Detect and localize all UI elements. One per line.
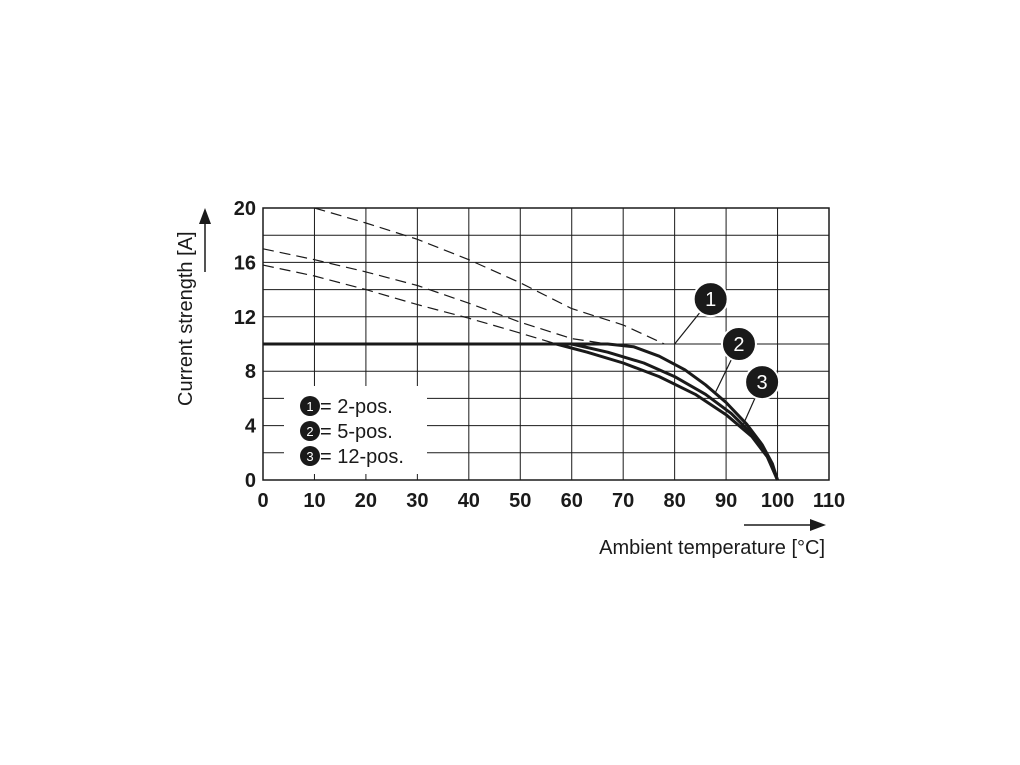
legend-entry-label: = 12-pos. (320, 446, 404, 468)
dashed-base-curves (262, 207, 665, 345)
y-axis-label: Current strength [A] (175, 231, 197, 406)
y-tick-label: 4 (245, 416, 257, 438)
y-tick-label: 20 (234, 198, 256, 220)
x-tick-label: 0 (257, 490, 268, 512)
series-2-base-dashed (262, 264, 557, 345)
x-tick-label: 80 (664, 490, 686, 512)
callout-number: 3 (757, 372, 768, 394)
x-tick-label: 50 (509, 490, 531, 512)
x-tick-label: 40 (458, 490, 480, 512)
x-tick-label: 60 (561, 490, 583, 512)
x-tick-label: 10 (303, 490, 325, 512)
legend-marker-number: 1 (306, 399, 313, 414)
y-tick-labels: 0 4 8 12 16 20 (234, 198, 257, 492)
y-tick-label: 16 (234, 252, 256, 274)
curve-markers: 1 23 (674, 281, 781, 429)
legend: 1 = 2-pos. 2 = 5-pos. 3 = 12-pos. (284, 386, 427, 474)
x-tick-label: 100 (761, 490, 794, 512)
y-tick-label: 8 (245, 361, 256, 383)
legend-marker-number: 2 (306, 424, 313, 439)
series-2-derated-line (263, 342, 779, 481)
callout-leader-1 (674, 312, 701, 345)
y-tick-label: 0 (245, 470, 256, 492)
y-axis-arrow-head (199, 208, 211, 224)
x-axis-label: Ambient temperature [°C] (599, 537, 825, 559)
x-tick-label: 110 (813, 490, 845, 512)
x-tick-label: 20 (355, 490, 377, 512)
callout-number: 2 (733, 334, 744, 356)
x-tick-labels: 0 10 20 30 40 50 60 70 80 90 100 110 (257, 490, 845, 512)
legend-marker-number: 3 (306, 449, 313, 464)
derating-curves (263, 342, 779, 481)
callout-badge-3 (744, 364, 781, 401)
callout-leader-2 (715, 359, 733, 392)
series-0-base-dashed (314, 207, 665, 345)
callout-badge-1 (692, 281, 729, 318)
plot-frame (262, 207, 830, 481)
x-axis-arrow-head (810, 519, 826, 531)
legend-entry-label: = 2-pos. (320, 396, 393, 418)
callout-number: 1 (705, 289, 716, 311)
legend-marker-1 (300, 396, 320, 416)
x-tick-label: 90 (715, 490, 737, 512)
legend-marker-2 (300, 421, 320, 441)
x-tick-label: 70 (612, 490, 634, 512)
plot-border (262, 207, 830, 481)
series-1-base-dashed (262, 248, 608, 345)
x-tick-label: 30 (406, 490, 428, 512)
callout-badge-2 (720, 326, 757, 362)
y-tick-label: 12 (234, 307, 256, 329)
callout-leader-3 (740, 397, 756, 429)
legend-entry-label: = 5-pos. (320, 421, 393, 443)
legend-marker-3 (300, 446, 320, 466)
